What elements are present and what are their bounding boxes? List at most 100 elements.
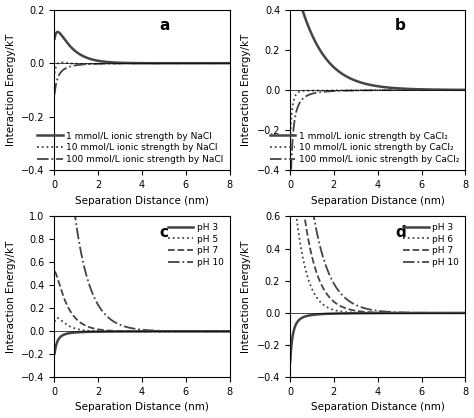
pH 10	[227, 329, 233, 334]
pH 10	[137, 327, 143, 332]
10 mmol/L ionic strength by CaCl₂	[457, 87, 463, 92]
Line: pH 5: pH 5	[55, 318, 230, 331]
pH 3	[425, 311, 431, 316]
1 mmol/L ionic strength by NaCl	[222, 61, 228, 66]
pH 5	[190, 329, 196, 334]
pH 10	[190, 329, 195, 334]
Line: pH 6: pH 6	[290, 178, 465, 313]
pH 3	[227, 329, 233, 334]
Line: pH 3: pH 3	[290, 313, 465, 362]
pH 7	[227, 329, 233, 334]
pH 10	[373, 308, 378, 313]
pH 7	[222, 329, 228, 334]
pH 10	[368, 307, 374, 312]
pH 7	[368, 310, 374, 315]
pH 7	[190, 329, 195, 334]
pH 7	[132, 329, 138, 334]
100 mmol/L ionic strength by CaCl₂	[296, 101, 302, 106]
1 mmol/L ionic strength by CaCl₂	[296, 0, 302, 3]
Text: c: c	[160, 224, 169, 240]
pH 6	[426, 311, 431, 316]
100 mmol/L ionic strength by NaCl	[132, 61, 138, 66]
100 mmol/L ionic strength by NaCl	[190, 61, 195, 66]
Legend: pH 3, pH 5, pH 7, pH 10: pH 3, pH 5, pH 7, pH 10	[166, 221, 225, 269]
pH 7	[287, 74, 293, 79]
10 mmol/L ionic strength by NaCl	[222, 61, 228, 66]
pH 10	[425, 310, 431, 315]
1 mmol/L ionic strength by CaCl₂	[457, 87, 463, 92]
pH 6	[383, 311, 389, 316]
100 mmol/L ionic strength by CaCl₂	[373, 88, 378, 93]
10 mmol/L ionic strength by CaCl₂	[373, 88, 378, 93]
pH 6	[463, 311, 468, 316]
100 mmol/L ionic strength by NaCl	[227, 61, 233, 66]
Y-axis label: Interaction Energy/kT: Interaction Energy/kT	[241, 34, 251, 146]
pH 10	[222, 329, 228, 334]
pH 3	[61, 332, 66, 337]
100 mmol/L ionic strength by CaCl₂	[287, 206, 293, 211]
pH 10	[457, 311, 463, 316]
Line: pH 3: pH 3	[55, 331, 230, 354]
pH 6	[287, 176, 293, 181]
10 mmol/L ionic strength by NaCl	[137, 61, 143, 66]
1 mmol/L ionic strength by CaCl₂	[457, 87, 463, 92]
1 mmol/L ionic strength by NaCl	[190, 61, 196, 66]
1 mmol/L ionic strength by NaCl	[164, 61, 170, 66]
100 mmol/L ionic strength by CaCl₂	[457, 87, 463, 92]
100 mmol/L ionic strength by NaCl	[52, 92, 57, 97]
100 mmol/L ionic strength by CaCl₂	[457, 87, 463, 92]
1 mmol/L ionic strength by CaCl₂	[368, 82, 374, 87]
pH 3	[222, 329, 228, 334]
pH 3	[373, 311, 378, 316]
Line: 1 mmol/L ionic strength by NaCl: 1 mmol/L ionic strength by NaCl	[55, 32, 230, 63]
X-axis label: Separation Distance (nm): Separation Distance (nm)	[311, 403, 445, 413]
10 mmol/L ionic strength by CaCl₂	[463, 87, 468, 92]
1 mmol/L ionic strength by NaCl	[61, 36, 66, 41]
pH 7	[457, 311, 463, 316]
pH 6	[288, 175, 293, 180]
pH 5	[116, 329, 122, 334]
1 mmol/L ionic strength by NaCl	[137, 61, 143, 66]
pH 7	[463, 311, 468, 316]
Line: pH 10: pH 10	[55, 0, 230, 331]
pH 10	[296, 82, 302, 87]
10 mmol/L ionic strength by NaCl	[222, 61, 228, 66]
X-axis label: Separation Distance (nm): Separation Distance (nm)	[311, 196, 445, 206]
100 mmol/L ionic strength by CaCl₂	[368, 88, 374, 93]
X-axis label: Separation Distance (nm): Separation Distance (nm)	[75, 403, 209, 413]
pH 5	[61, 320, 66, 325]
pH 10	[61, 89, 66, 94]
100 mmol/L ionic strength by NaCl	[61, 67, 66, 72]
10 mmol/L ionic strength by CaCl₂	[287, 136, 293, 141]
10 mmol/L ionic strength by NaCl	[227, 61, 233, 66]
pH 3	[457, 311, 463, 316]
pH 7	[373, 310, 378, 315]
Line: 1 mmol/L ionic strength by CaCl₂: 1 mmol/L ionic strength by CaCl₂	[290, 0, 465, 90]
10 mmol/L ionic strength by NaCl	[52, 71, 57, 76]
pH 3	[457, 311, 463, 316]
10 mmol/L ionic strength by NaCl	[58, 60, 64, 65]
Line: pH 7: pH 7	[55, 271, 230, 331]
pH 3	[296, 317, 302, 322]
pH 3	[222, 329, 228, 334]
pH 10	[132, 326, 138, 331]
pH 7	[61, 294, 66, 299]
Line: 100 mmol/L ionic strength by NaCl: 100 mmol/L ionic strength by NaCl	[55, 63, 230, 94]
pH 5	[132, 329, 138, 334]
Legend: 1 mmol/L ionic strength by NaCl, 10 mmol/L ionic strength by NaCl, 100 mmol/L io: 1 mmol/L ionic strength by NaCl, 10 mmol…	[36, 130, 225, 166]
Line: 100 mmol/L ionic strength by CaCl₂: 100 mmol/L ionic strength by CaCl₂	[290, 90, 465, 208]
10 mmol/L ionic strength by NaCl	[132, 61, 138, 66]
10 mmol/L ionic strength by NaCl	[61, 60, 66, 65]
pH 5	[222, 329, 228, 334]
X-axis label: Separation Distance (nm): Separation Distance (nm)	[75, 196, 209, 206]
pH 5	[55, 316, 60, 321]
10 mmol/L ionic strength by CaCl₂	[457, 87, 463, 92]
pH 10	[222, 329, 228, 334]
100 mmol/L ionic strength by NaCl	[222, 61, 228, 66]
pH 6	[457, 311, 463, 316]
pH 6	[457, 311, 463, 316]
Text: a: a	[160, 18, 170, 33]
Y-axis label: Interaction Energy/kT: Interaction Energy/kT	[241, 241, 251, 353]
Legend: 1 mmol/L ionic strength by CaCl₂, 10 mmol/L ionic strength by CaCl₂, 100 mmol/L : 1 mmol/L ionic strength by CaCl₂, 10 mmo…	[268, 130, 461, 166]
10 mmol/L ionic strength by NaCl	[190, 61, 195, 66]
